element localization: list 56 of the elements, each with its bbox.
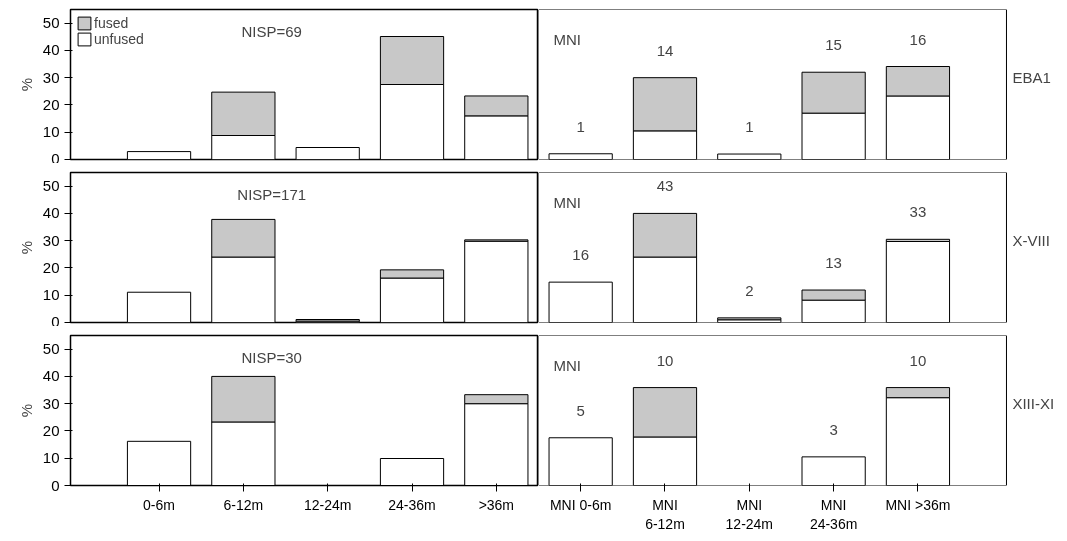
- annotation: NISP=171: [237, 186, 307, 203]
- y-tick-label: 30: [42, 394, 60, 412]
- annotation: NISP=30: [241, 349, 302, 366]
- annotation: 2: [745, 281, 754, 299]
- y-axis-title: %: [17, 77, 35, 92]
- x-tick-label: MNI 12-24m: [725, 496, 774, 532]
- y-tick-label: 30: [42, 231, 60, 249]
- text: XIII-XI: [1012, 394, 1055, 412]
- y-tick-label: 30: [42, 68, 60, 86]
- annotation: 1: [576, 117, 585, 135]
- annotation: 10: [909, 351, 927, 369]
- annotation: 16: [909, 30, 927, 48]
- x-tick-label: 6-12m: [223, 496, 264, 513]
- annotation: 10: [656, 351, 674, 369]
- annotation: MNI: [553, 357, 581, 374]
- annotation: 13: [825, 254, 842, 272]
- y-tick-label: 50: [42, 177, 60, 195]
- y-tick-label: 20: [42, 258, 60, 276]
- x-tick-label: 0-6m: [143, 496, 175, 513]
- x-tick-label: 24-36m: [388, 496, 436, 513]
- annotation: 3: [829, 420, 838, 438]
- y-tick-label: 10: [42, 286, 60, 304]
- annotation: 43: [656, 177, 674, 195]
- annotation: NISP=69: [241, 23, 302, 40]
- x-tick-label: MNI >36m: [885, 496, 951, 513]
- y-tick-label: 40: [42, 367, 60, 385]
- x-tick-label: MNI 24-36m: [809, 496, 858, 532]
- y-axis-title: %: [17, 403, 35, 418]
- legend-label: unfused: [94, 31, 144, 47]
- annotation: 5: [576, 401, 585, 419]
- y-tick-label: 10: [42, 449, 60, 467]
- x-tick-label: >36m: [478, 496, 515, 513]
- y-tick-label: 40: [42, 204, 60, 222]
- annotation: 16: [572, 246, 590, 264]
- text: EBA1: [1012, 68, 1051, 86]
- y-tick-label: 50: [42, 14, 60, 32]
- annotation: 1: [745, 118, 754, 136]
- annotation: 33: [909, 203, 927, 221]
- y-tick-label: 0: [51, 476, 60, 494]
- annotation: MNI: [553, 31, 581, 48]
- y-tick-label: 50: [42, 340, 60, 358]
- y-tick-label: 0: [51, 149, 60, 167]
- x-tick-label: MNI 6-12m: [645, 496, 685, 532]
- text: X-VIII: [1012, 231, 1050, 249]
- annotation: MNI: [553, 194, 581, 211]
- annotation: 14: [656, 41, 674, 59]
- x-tick-label: MNI 0-6m: [549, 496, 612, 513]
- y-tick-label: 10: [42, 123, 60, 141]
- y-axis-title: %: [17, 240, 35, 255]
- y-tick-label: 20: [42, 421, 60, 439]
- y-tick-label: 20: [42, 95, 60, 113]
- legend-label: fused: [94, 15, 129, 31]
- y-tick-label: 0: [51, 312, 60, 330]
- y-tick-label: 40: [42, 41, 60, 59]
- x-tick-label: 12-24m: [303, 496, 352, 513]
- annotation: 15: [825, 36, 842, 54]
